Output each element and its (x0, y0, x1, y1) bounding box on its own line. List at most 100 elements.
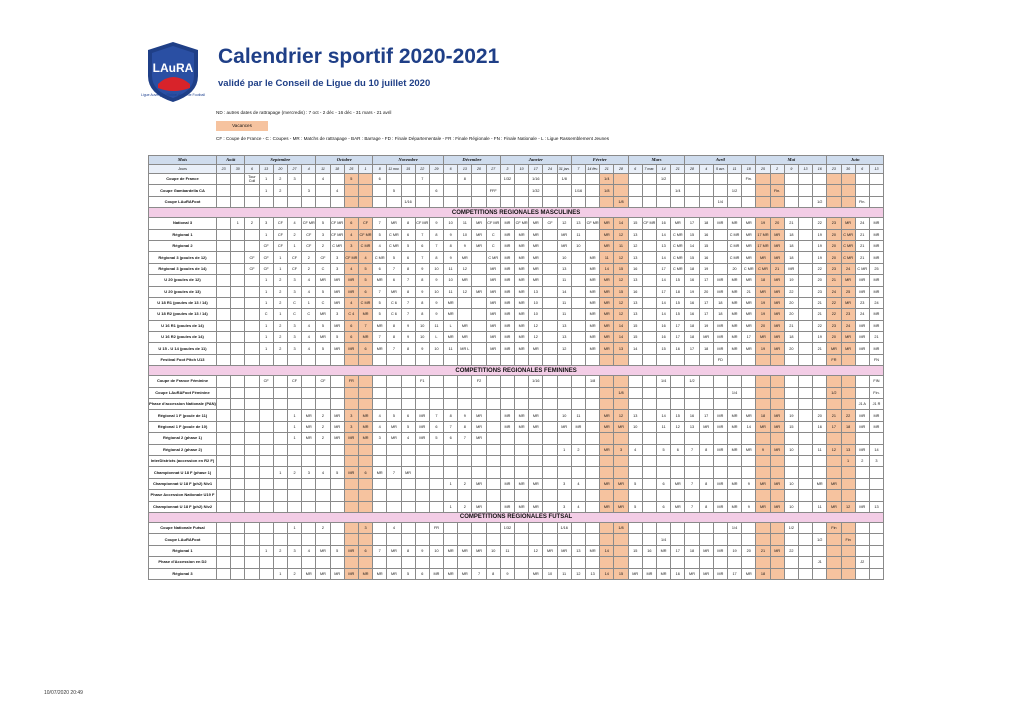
schedule-cell (301, 172, 317, 186)
schedule-cell (286, 489, 303, 502)
schedule-cell (712, 489, 728, 502)
schedule-cell: 15 (670, 274, 686, 287)
schedule-cell (712, 172, 728, 186)
schedule-cell (230, 319, 246, 333)
schedule-cell: 3 (315, 228, 331, 241)
schedule-cell (698, 172, 714, 186)
schedule-cell: CF MR (641, 217, 658, 230)
schedule-cell: 13 (627, 308, 643, 321)
schedule-cell: 1/16 (528, 375, 544, 388)
competition-row: Régional 3 (poules de 14) CF CF 1 CF 2 C 3 4 5 6 7 8… (148, 262, 885, 276)
schedule-cell: CF MR (585, 217, 601, 230)
schedule-cell: MR (726, 443, 743, 457)
schedule-cell (514, 386, 530, 400)
schedule-cell: 2 (315, 432, 331, 445)
schedule-cell: 1/32 (499, 521, 516, 535)
schedule-cell: MR (585, 285, 601, 298)
schedule-cell: MR (315, 308, 331, 321)
schedule-cell: C MR (854, 262, 870, 276)
schedule-cell: 13 (868, 500, 885, 513)
schedule-cell: 3 (286, 274, 303, 287)
schedule-cell: MR (599, 477, 615, 491)
schedule-cell: 17 (698, 274, 714, 287)
schedule-cell: 2 (272, 172, 288, 186)
schedule-cell (315, 477, 331, 491)
schedule-cell (542, 521, 558, 535)
schedule-cell (514, 398, 530, 411)
schedule-cell (769, 172, 785, 186)
schedule-cell (443, 172, 459, 186)
schedule-cell: MR (585, 308, 601, 321)
schedule-cell (471, 353, 487, 367)
schedule-cell: 18 (755, 567, 771, 580)
schedule-cell (499, 184, 516, 197)
schedule-cell: 8 (428, 228, 445, 241)
schedule-cell: MR (457, 251, 473, 264)
schedule-cell: MR (741, 239, 757, 253)
schedule-cell (542, 500, 558, 513)
schedule-cell (286, 443, 303, 457)
schedule-cell (698, 521, 714, 535)
schedule-cell: 12 (840, 500, 856, 513)
schedule-cell (641, 285, 658, 298)
schedule-cell (627, 432, 643, 445)
schedule-cell (414, 353, 430, 367)
schedule-cell (286, 454, 303, 468)
schedule-cell (670, 533, 686, 546)
schedule-cell (230, 228, 246, 241)
schedule-cell: MR (599, 217, 615, 230)
schedule-cell (215, 239, 232, 253)
schedule-cell (655, 353, 672, 367)
schedule-cell (357, 443, 374, 457)
schedule-cell (528, 443, 544, 457)
schedule-cell (414, 521, 430, 535)
schedule-cell (726, 195, 743, 209)
schedule-cell (783, 195, 799, 209)
schedule-cell: 21 (741, 285, 757, 298)
schedule-cell: 21 (812, 342, 828, 355)
day-header: 29 (428, 164, 445, 174)
schedule-cell: MR (769, 228, 785, 241)
schedule-cell: CF MR (357, 228, 374, 241)
schedule-cell: 1/32 (528, 184, 544, 197)
schedule-cell: MR (599, 331, 615, 344)
schedule-cell: 10 (556, 409, 572, 422)
competition-row: Coupe de France Tour Coll 1 2 3 4 5 6 7 8 1/32 1/16… (148, 172, 885, 186)
schedule-cell (443, 375, 459, 388)
schedule-cell (741, 466, 757, 479)
schedule-cell: 16 (812, 420, 828, 434)
schedule-cell (542, 184, 558, 197)
schedule-cell: 5 (315, 319, 331, 333)
schedule-cell (840, 521, 856, 535)
schedule-cell (528, 489, 544, 502)
schedule-cell (556, 398, 572, 411)
schedule-cell (443, 556, 459, 569)
schedule-cell (215, 308, 232, 321)
schedule-cell: 2 (854, 454, 870, 468)
schedule-cell (485, 521, 501, 535)
schedule-cell: 1/2 (812, 195, 828, 209)
schedule-cell: 6 (357, 285, 374, 298)
schedule-cell: 8 (414, 296, 430, 310)
schedule-cell (726, 454, 743, 468)
schedule-cell (230, 432, 246, 445)
schedule-cell (471, 262, 487, 276)
schedule-cell (457, 466, 473, 479)
schedule-cell (868, 466, 885, 479)
schedule-cell (599, 489, 615, 502)
schedule-cell (585, 489, 601, 502)
schedule-cell: 11 (443, 285, 459, 298)
schedule-cell (797, 262, 814, 276)
schedule-cell: CF (258, 251, 274, 264)
schedule-cell (698, 195, 714, 209)
schedule-cell: 6 (428, 420, 445, 434)
schedule-cell (542, 533, 558, 546)
schedule-cell: 1/16 (556, 521, 572, 535)
schedule-cell (301, 521, 317, 535)
schedule-cell (826, 544, 842, 558)
schedule-cell (471, 308, 487, 321)
schedule-cell: MR (712, 274, 728, 287)
schedule-cell (627, 466, 643, 479)
schedule-cell (641, 308, 658, 321)
competition-row: U 20 (poules de 13) 1 2 3 4 5 MR MR 6 7 MR 8 9 10 11 12… (148, 285, 885, 298)
